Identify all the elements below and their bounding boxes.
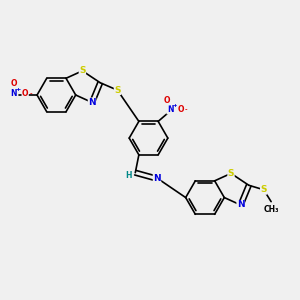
Text: S: S (260, 185, 267, 194)
Text: N: N (167, 105, 173, 114)
Text: S: S (228, 169, 234, 178)
Text: -: - (29, 91, 32, 96)
Text: CH₃: CH₃ (263, 205, 279, 214)
Text: N: N (88, 98, 96, 107)
Text: H: H (125, 171, 132, 180)
Text: O: O (163, 96, 170, 105)
Text: N: N (237, 200, 244, 209)
Text: +: + (172, 103, 177, 108)
Text: -: - (184, 107, 187, 112)
Text: N: N (11, 89, 17, 98)
Text: +: + (15, 87, 20, 92)
Text: S: S (79, 66, 85, 75)
Text: O: O (177, 105, 184, 114)
Text: N: N (153, 173, 161, 182)
Text: O: O (11, 79, 17, 88)
Text: O: O (22, 89, 28, 98)
Text: S: S (114, 86, 121, 95)
